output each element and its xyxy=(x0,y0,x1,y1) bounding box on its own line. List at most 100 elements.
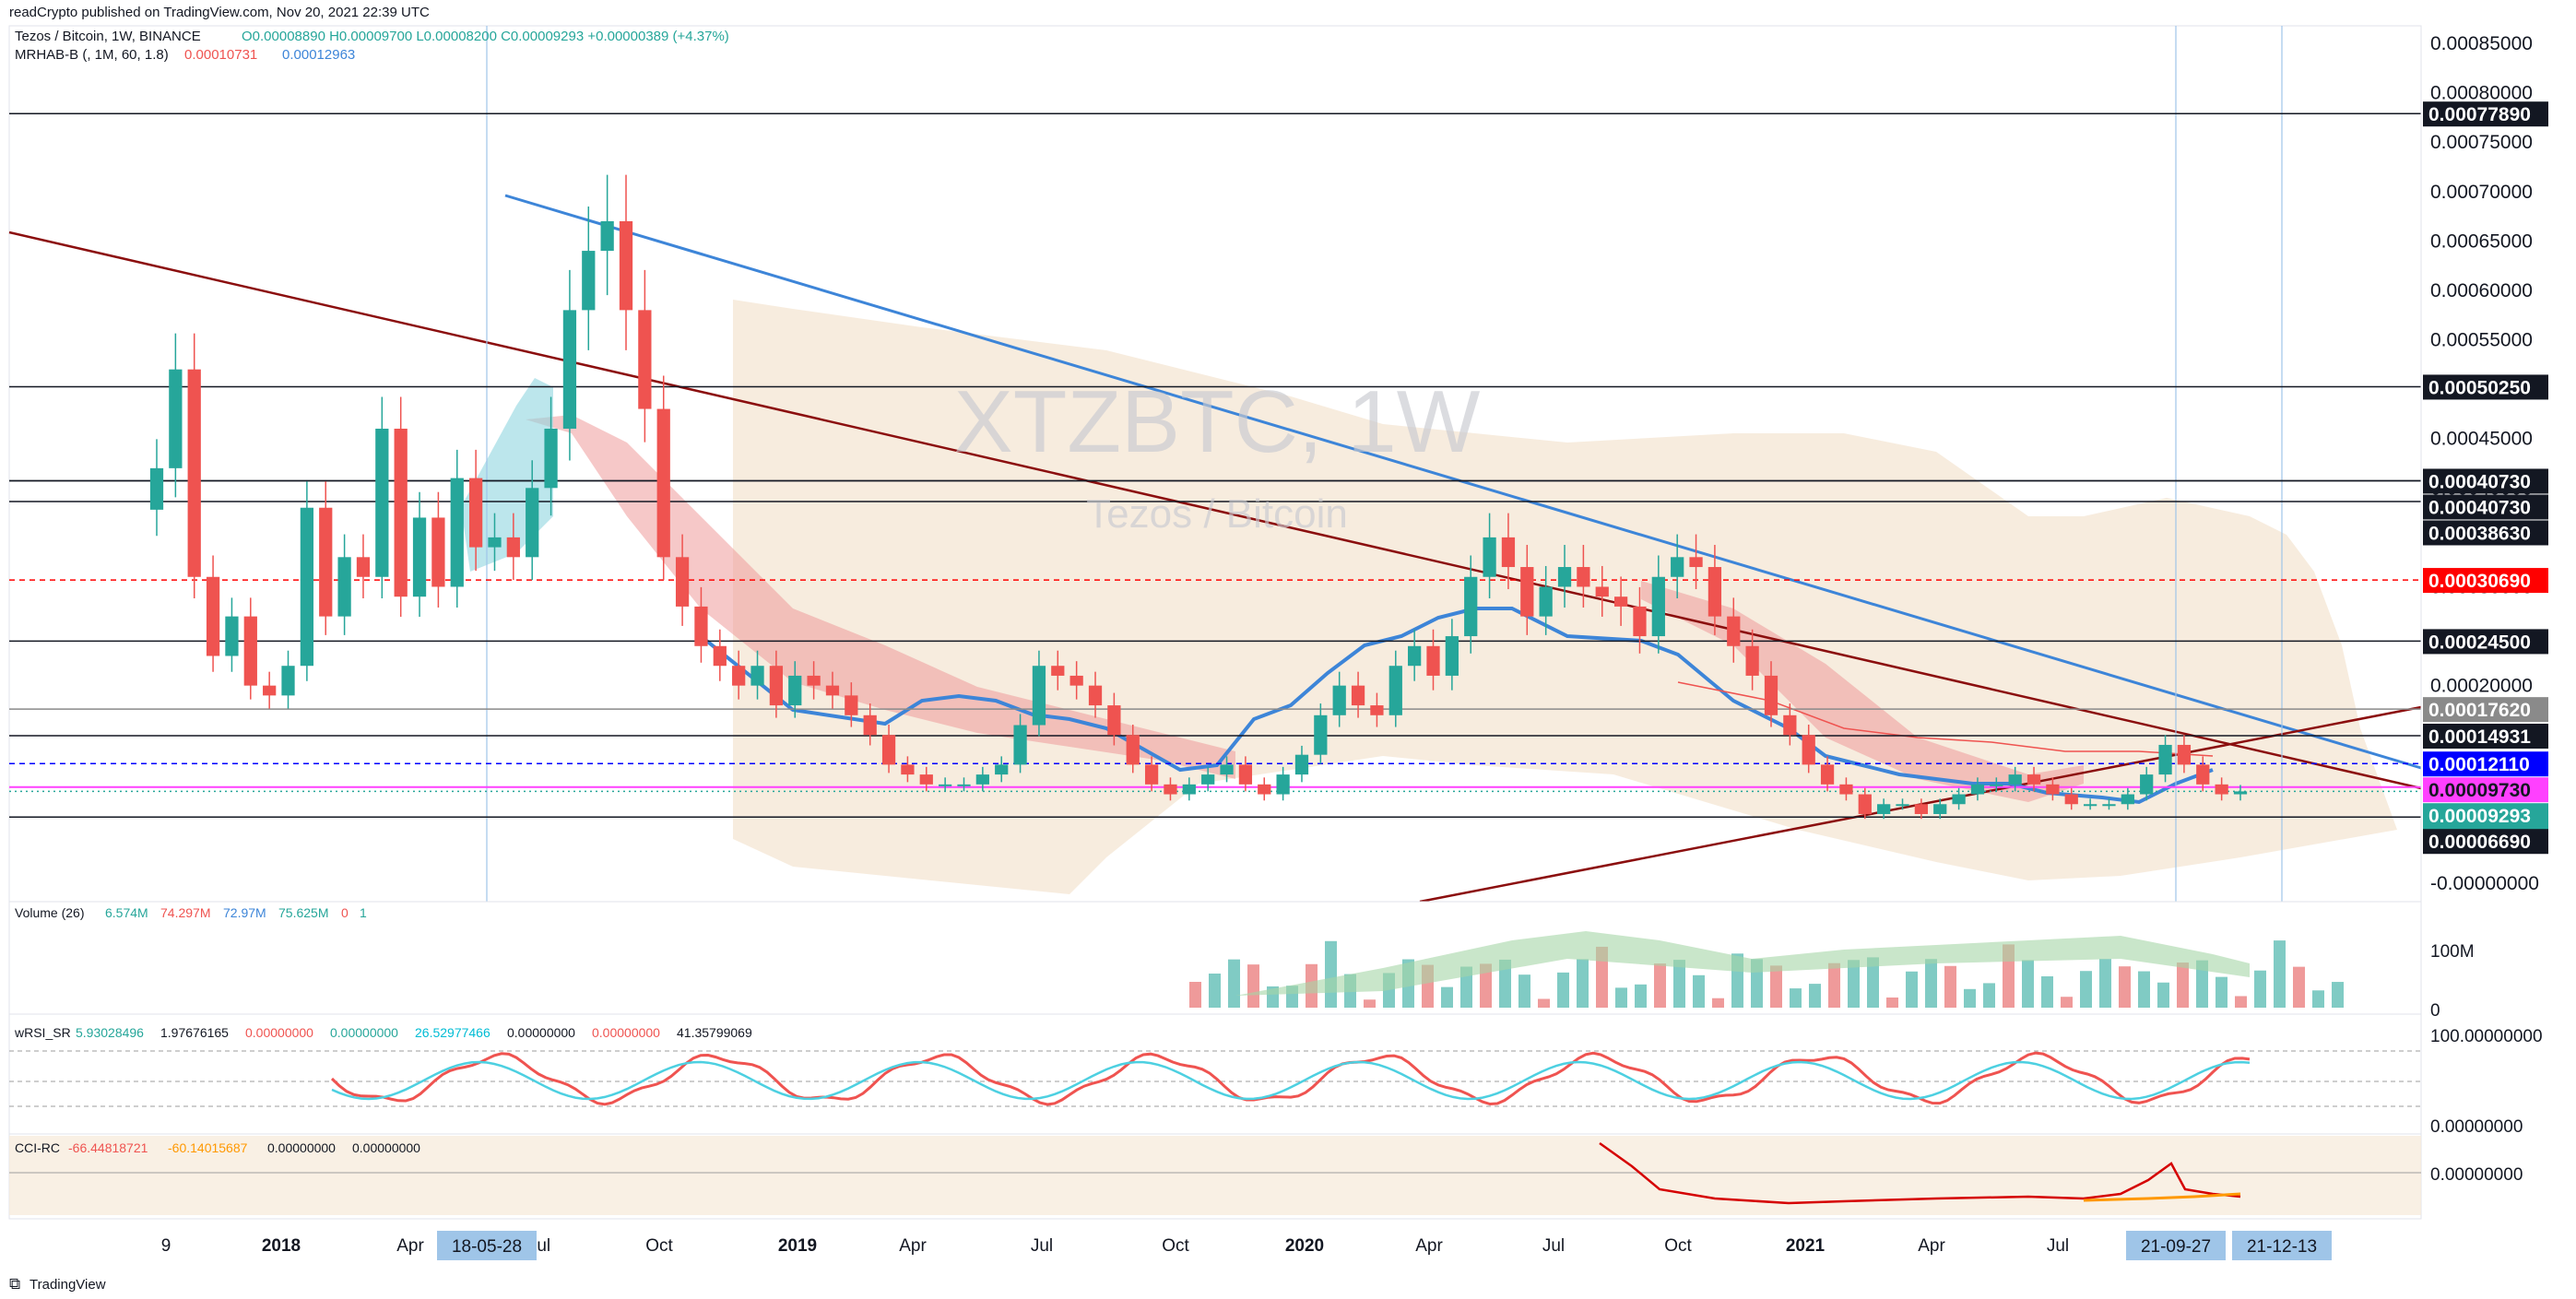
watermark-subtitle: Tezos / Bitcoin xyxy=(1086,491,1348,537)
candle-body-74 xyxy=(1539,586,1553,617)
volume-bar-21 xyxy=(1596,946,1608,1008)
price-level-label-bg-1 xyxy=(2423,374,2548,400)
candle-body-101 xyxy=(2046,784,2060,795)
trendline-blue-descending xyxy=(504,194,2422,770)
candle-body-6 xyxy=(263,685,277,696)
cci-pane[interactable]: CCI-RC -66.44818721 -60.14015687 0.00000000… xyxy=(8,1133,2523,1220)
candle-body-36 xyxy=(825,685,840,696)
volume-bar-38 xyxy=(1925,959,1937,1008)
volume-bar-13 xyxy=(1441,986,1453,1008)
candle-body-16 xyxy=(450,478,464,587)
time-tick-10: Apr xyxy=(1415,1236,1443,1256)
volume-bar-34 xyxy=(1848,960,1860,1008)
wrsi-pane[interactable]: wRSI_SR 5.93028496 1.97676165 0.00000000 0.0… xyxy=(8,1013,2543,1137)
candle-10 xyxy=(337,534,351,635)
rsi-pane-frame xyxy=(8,1013,2422,1135)
volume-tick-1: 0 xyxy=(2430,1001,2440,1021)
rsi-legend-value-5: 0.00000000 xyxy=(507,1025,575,1040)
volume-legend-value-2: 72.97M xyxy=(223,905,266,920)
candle-66 xyxy=(1388,650,1402,727)
candle-body-15 xyxy=(431,517,445,587)
volume-bar-15 xyxy=(1480,963,1492,1008)
candle-86 xyxy=(1764,661,1778,727)
candle-102 xyxy=(2064,787,2078,810)
candle-21 xyxy=(544,396,558,516)
candle-72 xyxy=(1501,513,1516,590)
price-level-label-text-5: 0.00030690 xyxy=(2428,571,2531,592)
candle-71 xyxy=(1483,513,1496,599)
candle-78 xyxy=(1613,576,1628,626)
candle-27 xyxy=(656,375,670,581)
volume-bar-22 xyxy=(1615,987,1627,1008)
candle-59 xyxy=(1258,777,1271,801)
candle-99 xyxy=(2008,766,2022,792)
candle-body-98 xyxy=(1990,784,2003,786)
candle-body-13 xyxy=(394,428,408,597)
rsi-signal-line xyxy=(331,1060,2251,1101)
time-highlight-bg-1 xyxy=(2126,1231,2226,1260)
candle-body-72 xyxy=(1501,537,1516,568)
indicator-name[interactable]: MRHAB-B (, 1M, 60, 1.8) xyxy=(15,47,169,63)
candle-body-110 xyxy=(2215,784,2228,795)
candle-body-70 xyxy=(1464,576,1478,637)
volume-bar-0 xyxy=(1189,982,1201,1008)
rsi-line xyxy=(330,1051,2251,1106)
volume-bar-51 xyxy=(2177,962,2189,1008)
time-tick-7: Jul xyxy=(1031,1236,1053,1256)
candle-body-27 xyxy=(656,408,670,558)
volume-legend-value-4: 0 xyxy=(341,905,349,920)
candle-4 xyxy=(225,597,239,672)
candle-body-1 xyxy=(169,369,183,468)
candle-87 xyxy=(1783,703,1797,746)
volume-bar-53 xyxy=(2216,976,2227,1008)
candle-body-91 xyxy=(1858,794,1872,814)
candle-79 xyxy=(1633,586,1647,654)
cci-background xyxy=(9,1136,2421,1215)
candle-100 xyxy=(2027,766,2041,792)
candle-9 xyxy=(319,481,333,635)
volume-bar-3 xyxy=(1247,964,1259,1008)
time-highlight-1: 21-09-27 xyxy=(2126,1231,2226,1260)
rsi-tick-0: 100.00000000 xyxy=(2430,1027,2543,1046)
candle-body-100 xyxy=(2027,774,2041,785)
symbol-title[interactable]: Tezos / Bitcoin, 1W, BINANCE xyxy=(15,29,201,44)
rsi-legend-value-3: 0.00000000 xyxy=(330,1025,398,1040)
candle-body-67 xyxy=(1408,645,1422,667)
candle-body-2 xyxy=(187,369,201,577)
volume-bar-24 xyxy=(1654,963,1666,1008)
volume-bar-47 xyxy=(2099,959,2111,1008)
candle-body-76 xyxy=(1577,567,1590,587)
volume-bar-35 xyxy=(1867,957,1879,1008)
candle-31 xyxy=(732,650,746,700)
volume-bar-48 xyxy=(2119,966,2131,1008)
candle-body-35 xyxy=(807,675,821,686)
cci-line xyxy=(1599,1141,2241,1205)
volume-bar-20 xyxy=(1577,959,1589,1008)
candle-101 xyxy=(2046,777,2060,801)
price-level-label-bg-9 xyxy=(2423,751,2548,777)
volume-legend-value-3: 75.625M xyxy=(278,905,328,920)
volume-pane[interactable]: Volume (26) 6.574M 74.297M 72.97M 75.625M 0 11… xyxy=(8,901,2475,1021)
volume-bar-44 xyxy=(2041,976,2053,1008)
rsi-tick-1: 0.00000000 xyxy=(2430,1117,2523,1137)
candle-53 xyxy=(1144,756,1159,792)
candle-body-7 xyxy=(281,666,295,696)
candle-body-8 xyxy=(300,507,314,667)
candle-body-95 xyxy=(1933,804,1947,814)
price-levels xyxy=(9,112,2421,819)
candle-body-71 xyxy=(1483,537,1496,577)
time-tick-12: Oct xyxy=(1664,1236,1692,1256)
candle-108 xyxy=(2177,735,2192,773)
candle-body-93 xyxy=(1896,804,1909,807)
candle-body-80 xyxy=(1651,576,1665,637)
candle-body-11 xyxy=(356,557,371,577)
candle-55 xyxy=(1182,777,1196,801)
candle-body-26 xyxy=(638,310,652,409)
candle-62 xyxy=(1314,703,1328,764)
time-axis[interactable]: 9 2018 Apr Jul Oct 2019 Apr Jul Oct 2020 Apr Jul Oct… xyxy=(9,1218,2421,1260)
candle-body-23 xyxy=(582,251,596,311)
candle-5 xyxy=(243,597,257,700)
volume-bar-27 xyxy=(1712,998,1724,1008)
candle-44 xyxy=(975,766,989,792)
